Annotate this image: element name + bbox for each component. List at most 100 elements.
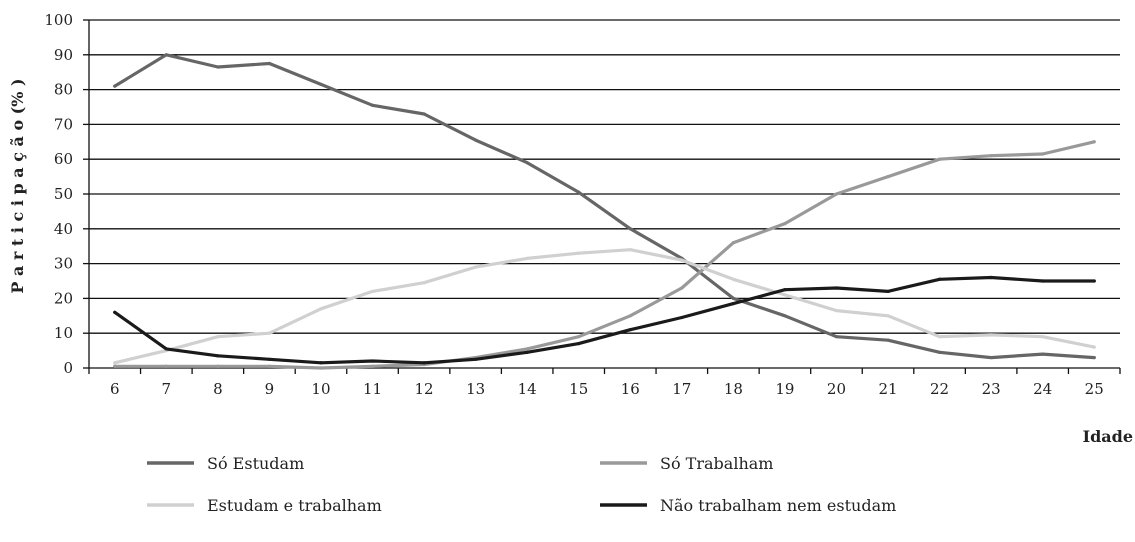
data-point	[370, 103, 375, 107]
x-axis: 6 7 8 9 10 11 12 13 14 15 16 17 18 19 20 21 22 23 24 25	[88, 367, 1121, 398]
data-point	[216, 354, 220, 358]
data-point	[783, 221, 787, 226]
series-line-1	[113, 140, 1096, 370]
data-point	[319, 82, 323, 86]
data-point	[937, 350, 942, 354]
data-point	[783, 288, 787, 292]
x-tick-label: 15	[569, 380, 588, 398]
y-tick-label: 90	[54, 46, 73, 64]
y-tick-label: 0	[63, 359, 73, 377]
y-tick-label: 70	[54, 115, 73, 133]
data-point	[937, 277, 942, 281]
y-tick-label: 30	[54, 255, 73, 273]
data-point	[113, 364, 117, 368]
data-point	[1041, 335, 1045, 339]
data-point	[164, 53, 168, 57]
data-point	[886, 338, 890, 342]
x-tick-label: 19	[775, 380, 794, 398]
series-line-2	[113, 248, 1096, 365]
data-point	[989, 355, 993, 360]
legend-label: Não trabalham nem estudam	[660, 496, 896, 515]
data-point	[731, 302, 735, 306]
data-point	[1041, 352, 1045, 356]
data-point	[577, 251, 581, 255]
data-point	[267, 61, 272, 66]
data-point	[937, 335, 942, 339]
data-point	[370, 364, 375, 368]
data-point	[422, 361, 426, 365]
data-point	[319, 307, 323, 311]
data-point	[680, 315, 684, 320]
x-tick-label: 17	[672, 380, 691, 398]
x-tick-label: 23	[982, 380, 1001, 398]
x-tick-label: 10	[311, 380, 330, 398]
data-point	[886, 175, 890, 179]
data-point	[834, 308, 839, 313]
data-point	[164, 364, 168, 368]
x-tick-label: 11	[363, 380, 382, 398]
series-line-0	[113, 53, 1096, 360]
x-tick-label: 7	[162, 380, 172, 398]
data-point	[886, 314, 890, 318]
x-tick-label: 20	[827, 380, 846, 398]
data-point	[525, 347, 529, 351]
x-tick-label: 8	[213, 380, 223, 398]
x-axis-title: Idade	[1083, 427, 1133, 446]
data-point	[628, 227, 632, 231]
y-tick-label: 100	[44, 11, 73, 29]
data-point	[886, 289, 890, 294]
data-point	[680, 258, 684, 262]
y-axis: 0 10 20 30 40 50 60 70 80 90 100	[44, 11, 90, 377]
data-point	[577, 335, 581, 339]
x-tick-label: 24	[1033, 380, 1052, 398]
data-point	[525, 256, 529, 260]
data-point	[989, 154, 993, 158]
data-point	[474, 265, 478, 269]
data-point	[113, 310, 117, 314]
data-point	[783, 314, 787, 318]
series-line-3	[113, 275, 1096, 365]
data-point	[422, 281, 426, 285]
data-point	[989, 333, 993, 337]
x-tick-label: 12	[415, 380, 434, 398]
data-point	[164, 347, 168, 351]
data-point	[577, 190, 581, 194]
data-point	[267, 331, 272, 335]
y-tick-label: 20	[54, 289, 73, 307]
data-point	[1092, 279, 1096, 283]
data-point	[834, 335, 839, 339]
data-point	[731, 241, 735, 245]
y-tick-label: 10	[54, 324, 73, 342]
data-point	[937, 157, 942, 161]
data-point	[731, 296, 735, 300]
data-point	[628, 328, 632, 332]
x-tick-label: 21	[878, 380, 897, 398]
data-point	[989, 275, 993, 280]
data-point	[1041, 279, 1045, 283]
data-point	[370, 289, 375, 294]
data-point	[267, 364, 272, 368]
x-tick-label: 25	[1085, 380, 1104, 398]
data-point	[577, 342, 581, 346]
x-tick-label: 22	[930, 380, 949, 398]
data-point	[267, 357, 272, 361]
x-tick-label: 6	[110, 380, 120, 398]
legend-label: Só Trabalham	[660, 454, 773, 473]
legend-label: Estudam e trabalham	[207, 496, 382, 515]
data-point	[474, 357, 478, 361]
data-point	[1092, 345, 1096, 349]
data-point	[113, 84, 117, 88]
x-tick-label: 18	[724, 380, 743, 398]
data-point	[525, 161, 529, 165]
x-tick-label: 16	[621, 380, 640, 398]
data-point	[319, 361, 323, 365]
data-point	[216, 335, 220, 339]
y-tick-label: 60	[54, 150, 73, 168]
legend-label: Só Estudam	[207, 454, 304, 473]
data-point	[474, 138, 478, 142]
data-point	[628, 314, 632, 318]
y-tick-label: 80	[54, 81, 73, 99]
data-point	[113, 361, 117, 365]
data-point	[834, 192, 839, 196]
x-tick-label: 13	[466, 380, 485, 398]
